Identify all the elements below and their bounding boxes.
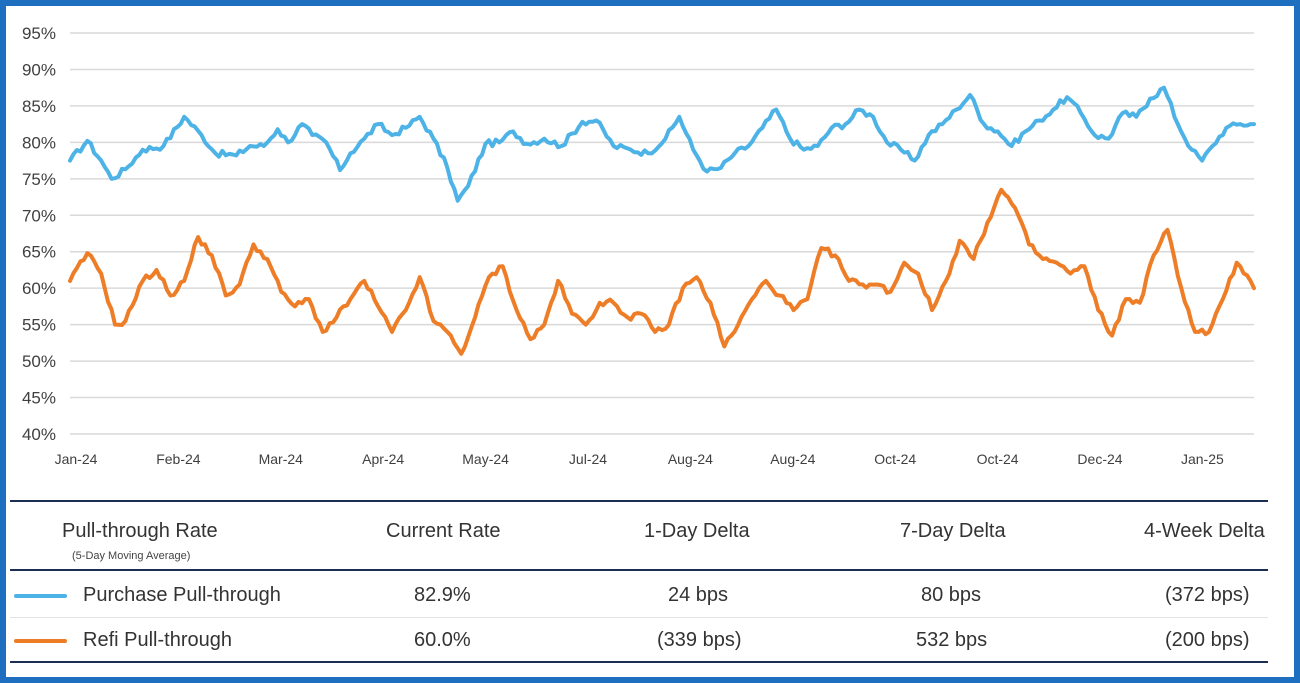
header-7-day-delta: 7-Day Delta	[900, 520, 1006, 542]
y-tick-label: 80%	[22, 133, 56, 152]
refi-legend-swatch	[14, 639, 67, 643]
header-pull-through-rate: Pull-through Rate	[62, 520, 218, 542]
row-label-purchase: Purchase Pull-through	[83, 584, 281, 606]
x-tick-label: Mar-24	[259, 451, 304, 467]
y-tick-label: 95%	[22, 24, 56, 43]
refi-7-day-delta: 532 bps	[916, 629, 988, 651]
purchase-7-day-delta: 80 bps	[921, 584, 982, 606]
refi-pull-through-line	[68, 187, 1256, 356]
row-label-refi: Refi Pull-through	[83, 629, 232, 651]
table-top-rule	[10, 500, 1268, 502]
purchase-1-day-delta: 24 bps	[668, 584, 729, 606]
header-moving-average-note: (5-Day Moving Average)	[72, 550, 191, 562]
header-current-rate: Current Rate	[386, 520, 501, 542]
table-row-refi: Refi Pull-through 60.0% (339 bps) 532 bp…	[6, 621, 1294, 661]
pull-through-line-chart: 95% 90% 85% 80% 75% 70% 65% 60% 55% 50% 45% 40% Jan-…	[22, 24, 1256, 467]
x-tick-label: Jan-24	[55, 451, 98, 467]
x-tick-label: Jul-24	[569, 451, 607, 467]
row-separator	[10, 617, 1268, 618]
header-1-day-delta: 1-Day Delta	[644, 520, 750, 542]
x-tick-label: May-24	[462, 451, 509, 467]
x-tick-label: Aug-24	[668, 451, 713, 467]
y-tick-label: 75%	[22, 170, 56, 189]
table-header-rule	[10, 569, 1268, 571]
x-tick-label: Apr-24	[362, 451, 404, 467]
y-tick-label: 50%	[22, 352, 56, 371]
purchase-legend-swatch	[14, 594, 67, 598]
x-tick-label: Oct-24	[874, 451, 916, 467]
purchase-4-week-delta: (372 bps)	[1165, 584, 1250, 606]
y-tick-label: 90%	[22, 60, 56, 79]
x-tick-label: Aug-24	[770, 451, 815, 467]
refi-4-week-delta: (200 bps)	[1165, 629, 1250, 651]
purchase-current-rate: 82.9%	[414, 584, 471, 606]
x-tick-label: Jan-25	[1181, 451, 1224, 467]
y-tick-label: 40%	[22, 425, 56, 444]
refi-1-day-delta: (339 bps)	[657, 629, 742, 651]
table-row-purchase: Purchase Pull-through 82.9% 24 bps 80 bp…	[6, 576, 1294, 616]
table-bottom-rule	[10, 661, 1268, 663]
y-tick-label: 65%	[22, 243, 56, 262]
purchase-pull-through-line	[68, 85, 1256, 203]
y-tick-label: 45%	[22, 389, 56, 408]
x-tick-label: Dec-24	[1077, 451, 1122, 467]
y-tick-label: 60%	[22, 279, 56, 298]
x-tick-label: Oct-24	[977, 451, 1019, 467]
refi-current-rate: 60.0%	[414, 629, 471, 651]
pull-through-summary-table: Pull-through Rate (5-Day Moving Average)…	[6, 500, 1294, 677]
header-4-week-delta: 4-Week Delta	[1144, 520, 1265, 542]
x-tick-label: Feb-24	[156, 451, 201, 467]
y-tick-label: 85%	[22, 97, 56, 116]
y-tick-label: 55%	[22, 316, 56, 335]
y-tick-label: 70%	[22, 206, 56, 225]
